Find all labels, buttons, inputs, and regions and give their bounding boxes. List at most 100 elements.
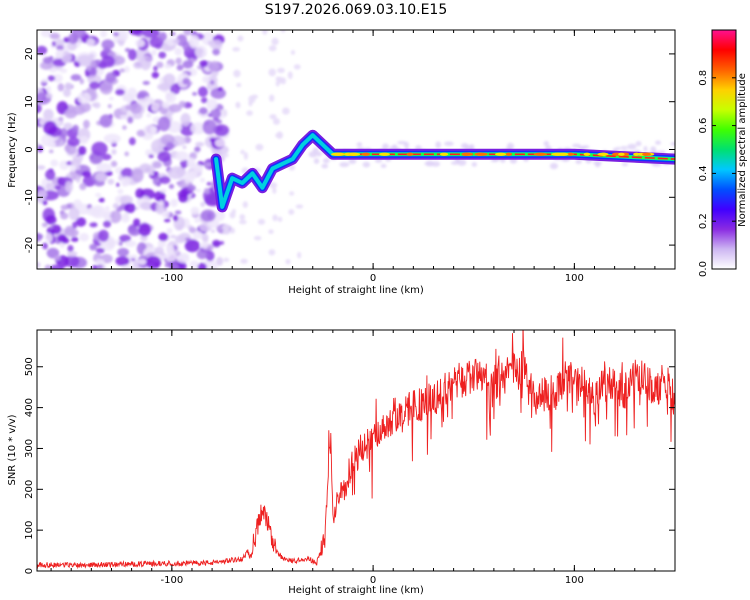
noise-blob bbox=[115, 88, 125, 96]
noise-blob bbox=[128, 137, 136, 146]
noise-blob bbox=[471, 162, 477, 167]
noise-blob bbox=[47, 141, 57, 148]
noise-blob bbox=[57, 83, 65, 92]
noise-blob bbox=[321, 163, 329, 169]
noise-blob bbox=[105, 72, 117, 83]
noise-blob bbox=[199, 60, 209, 68]
snr-y-label: SNR (10 * v/v) bbox=[7, 414, 18, 485]
noise-blob bbox=[98, 197, 105, 203]
noise-blob bbox=[174, 235, 186, 244]
ridge-hotspot bbox=[331, 152, 345, 156]
noise-blob bbox=[168, 103, 182, 113]
y-tick-label: 10 bbox=[24, 95, 35, 108]
colorbar-tick-label: 0.2 bbox=[698, 213, 709, 229]
noise-blob bbox=[119, 114, 128, 119]
noise-blob bbox=[203, 187, 210, 194]
noise-blob bbox=[210, 80, 215, 85]
noise-blob bbox=[79, 78, 85, 85]
noise-blob bbox=[54, 255, 61, 262]
colorbar-bar bbox=[711, 29, 737, 270]
noise-blob bbox=[200, 209, 216, 222]
noise-blob bbox=[262, 30, 268, 35]
noise-blob bbox=[183, 30, 192, 36]
y-tick-label: 0 bbox=[24, 568, 35, 574]
noise-blob bbox=[248, 100, 253, 107]
noise-blob bbox=[66, 251, 78, 257]
noise-blob bbox=[313, 158, 320, 164]
noise-blob bbox=[199, 107, 208, 115]
noise-blob bbox=[166, 227, 173, 235]
noise-blob bbox=[240, 258, 248, 264]
ridge-hotspot bbox=[533, 152, 548, 156]
noise-blob bbox=[136, 93, 147, 99]
noise-blob bbox=[86, 207, 103, 217]
noise-blob bbox=[98, 61, 107, 70]
noise-blob bbox=[95, 172, 107, 182]
noise-blob bbox=[42, 200, 48, 206]
ridge-hotspot bbox=[474, 152, 488, 156]
noise-blob bbox=[124, 48, 131, 53]
noise-blob bbox=[206, 181, 212, 186]
noise-blob bbox=[236, 82, 242, 88]
noise-blob bbox=[64, 255, 80, 268]
noise-blob bbox=[111, 148, 117, 155]
noise-blob bbox=[196, 249, 208, 260]
noise-blob bbox=[206, 98, 218, 110]
noise-blob bbox=[37, 232, 42, 242]
noise-blob bbox=[620, 146, 628, 150]
noise-blob bbox=[158, 51, 167, 59]
noise-blob bbox=[149, 171, 154, 176]
noise-blob bbox=[205, 250, 215, 262]
noise-blob bbox=[650, 146, 657, 153]
noise-blob bbox=[176, 254, 190, 264]
noise-blob bbox=[131, 168, 144, 183]
noise-blob bbox=[581, 145, 590, 149]
noise-blob bbox=[297, 251, 302, 259]
noise-blob bbox=[145, 56, 153, 62]
noise-blob bbox=[269, 94, 275, 102]
noise-blob bbox=[78, 145, 87, 156]
noise-blob bbox=[110, 213, 115, 219]
noise-blob bbox=[107, 178, 115, 185]
noise-blob bbox=[572, 143, 581, 148]
noise-blob bbox=[213, 124, 230, 137]
y-tick-label: 300 bbox=[24, 439, 35, 458]
noise-blob bbox=[169, 263, 180, 269]
noise-blob bbox=[75, 176, 81, 183]
noise-blob bbox=[158, 232, 169, 242]
noise-blob bbox=[60, 106, 66, 111]
noise-blob bbox=[47, 75, 56, 82]
noise-blob bbox=[182, 77, 191, 85]
noise-blob bbox=[240, 149, 245, 155]
noise-blob bbox=[161, 210, 170, 218]
noise-blob bbox=[621, 162, 629, 167]
noise-blob bbox=[435, 141, 442, 149]
noise-blob bbox=[130, 254, 138, 259]
noise-blob bbox=[176, 64, 184, 71]
noise-blob bbox=[89, 222, 98, 228]
noise-blob bbox=[40, 61, 53, 70]
noise-blob bbox=[197, 262, 207, 269]
noise-blob bbox=[120, 176, 131, 187]
noise-blob bbox=[243, 152, 249, 160]
noise-blob bbox=[89, 81, 100, 90]
noise-blob bbox=[164, 63, 172, 69]
noise-blob bbox=[63, 88, 71, 98]
noise-blob bbox=[322, 158, 330, 164]
noise-blob bbox=[133, 218, 141, 227]
chart-title: S197.2026.069.03.10.E15 bbox=[265, 2, 448, 18]
noise-blob bbox=[152, 161, 163, 169]
noise-blob bbox=[87, 74, 102, 85]
noise-blob bbox=[125, 104, 133, 111]
noise-blob bbox=[165, 91, 177, 103]
noise-blob bbox=[48, 149, 54, 154]
y-tick-label: 0 bbox=[24, 146, 35, 152]
noise-blob bbox=[105, 205, 110, 211]
noise-blob bbox=[135, 39, 145, 48]
noise-blob bbox=[457, 159, 467, 166]
noise-blob bbox=[460, 143, 469, 149]
noise-blob bbox=[272, 118, 281, 125]
noise-blob bbox=[101, 153, 112, 161]
noise-blob bbox=[124, 202, 136, 214]
colorbar-tick-label: 0.4 bbox=[698, 165, 709, 181]
